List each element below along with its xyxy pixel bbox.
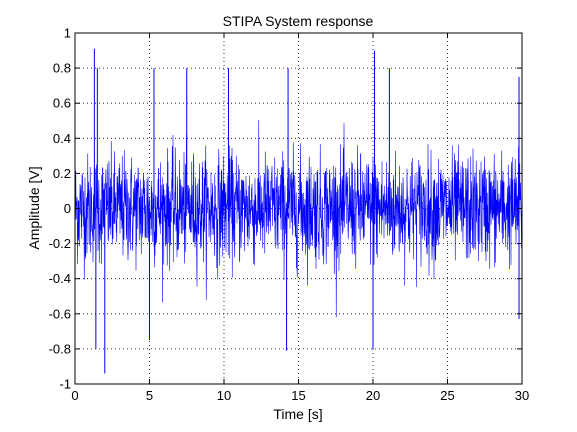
x-tick-label: 20 — [366, 388, 380, 403]
axis-ticks — [74, 32, 523, 385]
y-tick-label: -0.6 — [49, 306, 71, 321]
signal-line — [74, 120, 523, 318]
y-tick-label: 0.6 — [53, 96, 71, 111]
y-tick-label: 0.4 — [53, 131, 71, 146]
x-tick-label: 0 — [71, 388, 78, 403]
y-tick-label: -1 — [59, 377, 71, 392]
x-tick-label: 5 — [146, 388, 153, 403]
y-axis-label: Amplitude [V] — [26, 166, 42, 249]
y-tick-label: -0.2 — [49, 236, 71, 251]
signal-series — [74, 48, 523, 374]
y-tick-label: -0.8 — [49, 341, 71, 356]
x-tick-label: 15 — [291, 388, 305, 403]
x-tick-labels: 0 5 10 15 20 25 30 — [71, 388, 529, 403]
y-tick-label: 1 — [64, 26, 71, 41]
y-tick-label: -0.4 — [49, 271, 71, 286]
y-tick-label: 0.8 — [53, 61, 71, 76]
y-tick-label: 0 — [64, 201, 71, 216]
chart-title: STIPA System response — [223, 13, 374, 29]
x-tick-label: 30 — [515, 388, 529, 403]
x-axis-label: Time [s] — [273, 406, 322, 422]
x-tick-label: 10 — [217, 388, 231, 403]
x-tick-label: 25 — [440, 388, 454, 403]
y-tick-labels: -1 -0.8 -0.6 -0.4 -0.2 0 0.2 0.4 0.6 0.8 1 — [49, 26, 71, 392]
y-tick-label: 0.2 — [53, 166, 71, 181]
